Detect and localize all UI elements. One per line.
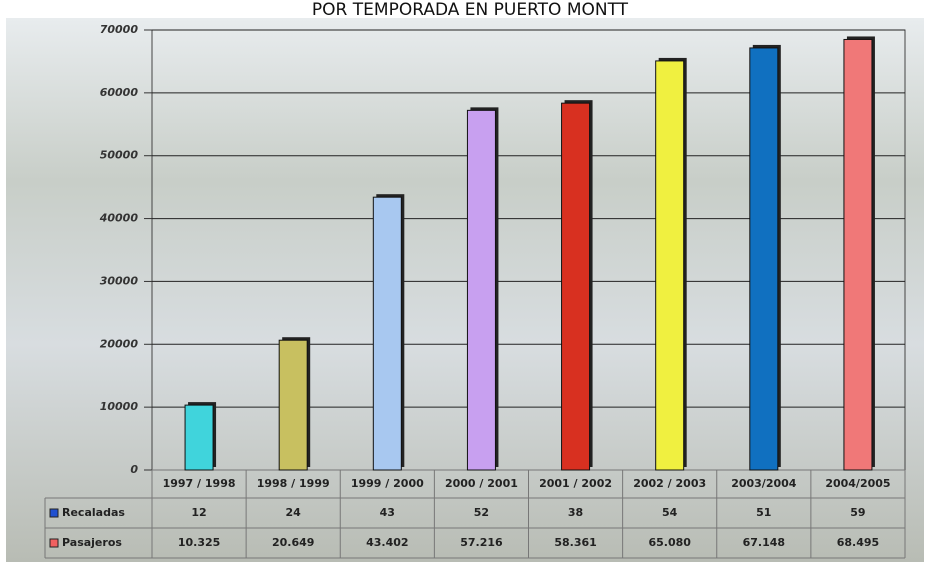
x-tick-label: 2003/2004 <box>731 477 797 490</box>
y-tick-label: 50000 <box>100 149 139 162</box>
x-tick-label: 1997 / 1998 <box>163 477 236 490</box>
table-cell: 43.402 <box>366 536 408 549</box>
table-cell: 10.325 <box>178 536 220 549</box>
table-cell: 68.495 <box>837 536 879 549</box>
x-tick-label: 1998 / 1999 <box>257 477 330 490</box>
legend-swatch <box>49 508 59 518</box>
bar <box>749 47 779 471</box>
bar <box>561 102 591 471</box>
table-cell: 51 <box>756 506 771 519</box>
y-tick-label: 20000 <box>100 337 139 350</box>
table-cell: 57.216 <box>460 536 503 549</box>
x-tick-label: 1999 / 2000 <box>351 477 424 490</box>
table-cell: 65.080 <box>648 536 691 549</box>
table-cell: 12 <box>191 506 206 519</box>
x-tick-label: 2004/2005 <box>825 477 890 490</box>
table-cell: 67.148 <box>743 536 785 549</box>
y-tick-label: 30000 <box>100 274 139 287</box>
x-tick-label: 2002 / 2003 <box>633 477 706 490</box>
bar <box>278 339 308 471</box>
table-cell: 20.649 <box>272 536 314 549</box>
table-cell: 59 <box>850 506 865 519</box>
chart-title: POR TEMPORADA EN PUERTO MONTT <box>312 0 629 20</box>
table-cell: 43 <box>380 506 395 519</box>
legend-label: Pasajeros <box>62 536 122 549</box>
y-tick-label: 60000 <box>100 86 139 99</box>
y-tick-label: 10000 <box>100 400 139 413</box>
table-cell: 52 <box>474 506 489 519</box>
bar <box>372 196 402 471</box>
bar <box>655 60 685 471</box>
bar <box>843 38 873 471</box>
x-tick-label: 2000 / 2001 <box>445 477 518 490</box>
legend-label: Recaladas <box>62 506 125 519</box>
table-cell: 24 <box>286 506 302 519</box>
table-cell: 38 <box>568 506 583 519</box>
table-cell: 54 <box>662 506 678 519</box>
table-cell: 58.361 <box>554 536 596 549</box>
y-tick-label: 0 <box>130 463 138 476</box>
y-tick-label: 40000 <box>99 212 139 225</box>
bar <box>466 109 496 471</box>
y-tick-label: 70000 <box>100 23 139 36</box>
x-tick-label: 2001 / 2002 <box>539 477 612 490</box>
legend-swatch <box>49 538 59 548</box>
bar <box>184 404 214 471</box>
